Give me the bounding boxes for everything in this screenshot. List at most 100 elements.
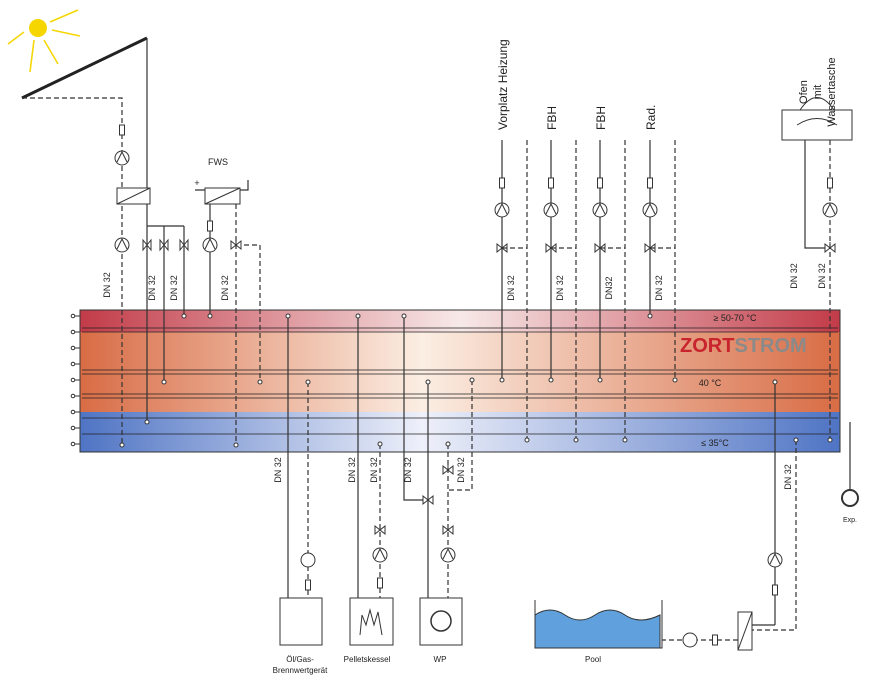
consumer-label: FBH [594, 106, 608, 130]
connection [233, 442, 239, 448]
heat-exchanger-diag [116, 187, 151, 205]
logo: ZORTSTROM [680, 335, 807, 357]
mixing-valve [442, 524, 454, 536]
connection [144, 419, 150, 425]
zone-label: 40 °C [699, 378, 722, 388]
supply-pipe [752, 612, 776, 626]
return-pipe [600, 140, 626, 440]
pump-symbol [594, 202, 606, 215]
pipe-label: DN 32 [654, 275, 664, 301]
solar-collector [7, 9, 148, 100]
return-pipe [551, 140, 577, 440]
heat-exchanger-diag [204, 187, 241, 205]
mixing-valve [644, 242, 656, 254]
consumer-label: Rad. [644, 105, 658, 130]
flow-meter [827, 177, 833, 189]
tank [79, 309, 841, 453]
flow-meter [647, 177, 653, 189]
flow-meter [548, 177, 554, 189]
connection [772, 379, 778, 385]
flow-meter [377, 577, 383, 589]
pipe-label: DN 32 [273, 457, 283, 483]
pipe-label: DN32 [604, 276, 614, 299]
connection [377, 441, 383, 447]
pump-symbol [644, 202, 656, 215]
connection [257, 379, 263, 385]
logo-part: STROM [734, 335, 806, 357]
zone-label: ≥ 50-70 °C [713, 313, 757, 323]
pipe-label: DN 32 [220, 275, 230, 301]
port-dot [70, 313, 76, 319]
connection [161, 379, 167, 385]
pipe-label: DN 32 [783, 464, 793, 490]
pipe-label: DN 32 [789, 263, 799, 289]
connection [445, 441, 451, 447]
pipe-label: DN 32 [347, 457, 357, 483]
fws-label: FWS [208, 157, 228, 167]
flow-meter [119, 124, 125, 136]
connection [622, 437, 628, 443]
oven-label: Ofen [798, 80, 810, 104]
boiler [279, 597, 323, 646]
pipe-label: DN 32 [169, 275, 179, 301]
pipe-label: DN 32 [506, 275, 516, 301]
connection [181, 313, 187, 319]
port-dot [70, 361, 76, 367]
connection [469, 377, 475, 383]
pump-symbol [116, 237, 128, 250]
source-label: Brennwertgerät [273, 666, 328, 675]
plus-label: + [194, 178, 199, 188]
expansion-vessel [841, 489, 859, 507]
pipe-label: DN 32 [456, 457, 466, 483]
connection [499, 377, 505, 383]
mixing-valve [594, 242, 606, 254]
connection [548, 377, 554, 383]
source-label: WP [434, 655, 447, 664]
connection [827, 437, 833, 443]
connection [119, 442, 125, 448]
flow-meter [207, 220, 213, 232]
oven [781, 97, 853, 141]
connection [524, 437, 530, 443]
source-label: Pelletskessel [344, 655, 391, 664]
pump-symbol [769, 552, 781, 565]
connection [647, 313, 653, 319]
flow-meter [597, 177, 603, 189]
connection [355, 313, 361, 319]
pellet-boiler [349, 597, 394, 646]
port-dot [70, 329, 76, 335]
return-pipe [502, 140, 528, 440]
flow-meter [305, 579, 311, 591]
pool-basin [534, 600, 663, 649]
port-dot [70, 409, 76, 415]
pool-pump [682, 632, 698, 648]
pipe-label: DN 32 [403, 457, 413, 483]
oven-label: mit [812, 85, 824, 100]
connection [305, 379, 311, 385]
heat-pump [419, 597, 463, 646]
regulator [300, 552, 316, 568]
connection [401, 313, 407, 319]
connection [597, 377, 603, 383]
mixing-valve [230, 239, 242, 251]
zone-label: ≤ 35°C [701, 438, 729, 448]
flow-meter [772, 584, 778, 596]
port-dot [70, 377, 76, 383]
valve [179, 238, 189, 252]
connection [793, 437, 799, 443]
heat-pump-fan [430, 610, 452, 632]
pool-label: Pool [585, 655, 601, 664]
mixing-valve [824, 242, 836, 254]
mixing-valve [496, 242, 508, 254]
connection [573, 437, 579, 443]
pipe-label: DN 32 [102, 272, 112, 298]
pump-symbol [374, 547, 386, 560]
source-label: Öl/Gas- [286, 655, 314, 664]
supply-pipe [195, 180, 249, 191]
port-dot [70, 425, 76, 431]
expansion-label: Exp. [843, 517, 857, 524]
pipe-label: DN 32 [817, 263, 827, 289]
return-pipe [650, 140, 676, 380]
pump-symbol [204, 237, 216, 250]
